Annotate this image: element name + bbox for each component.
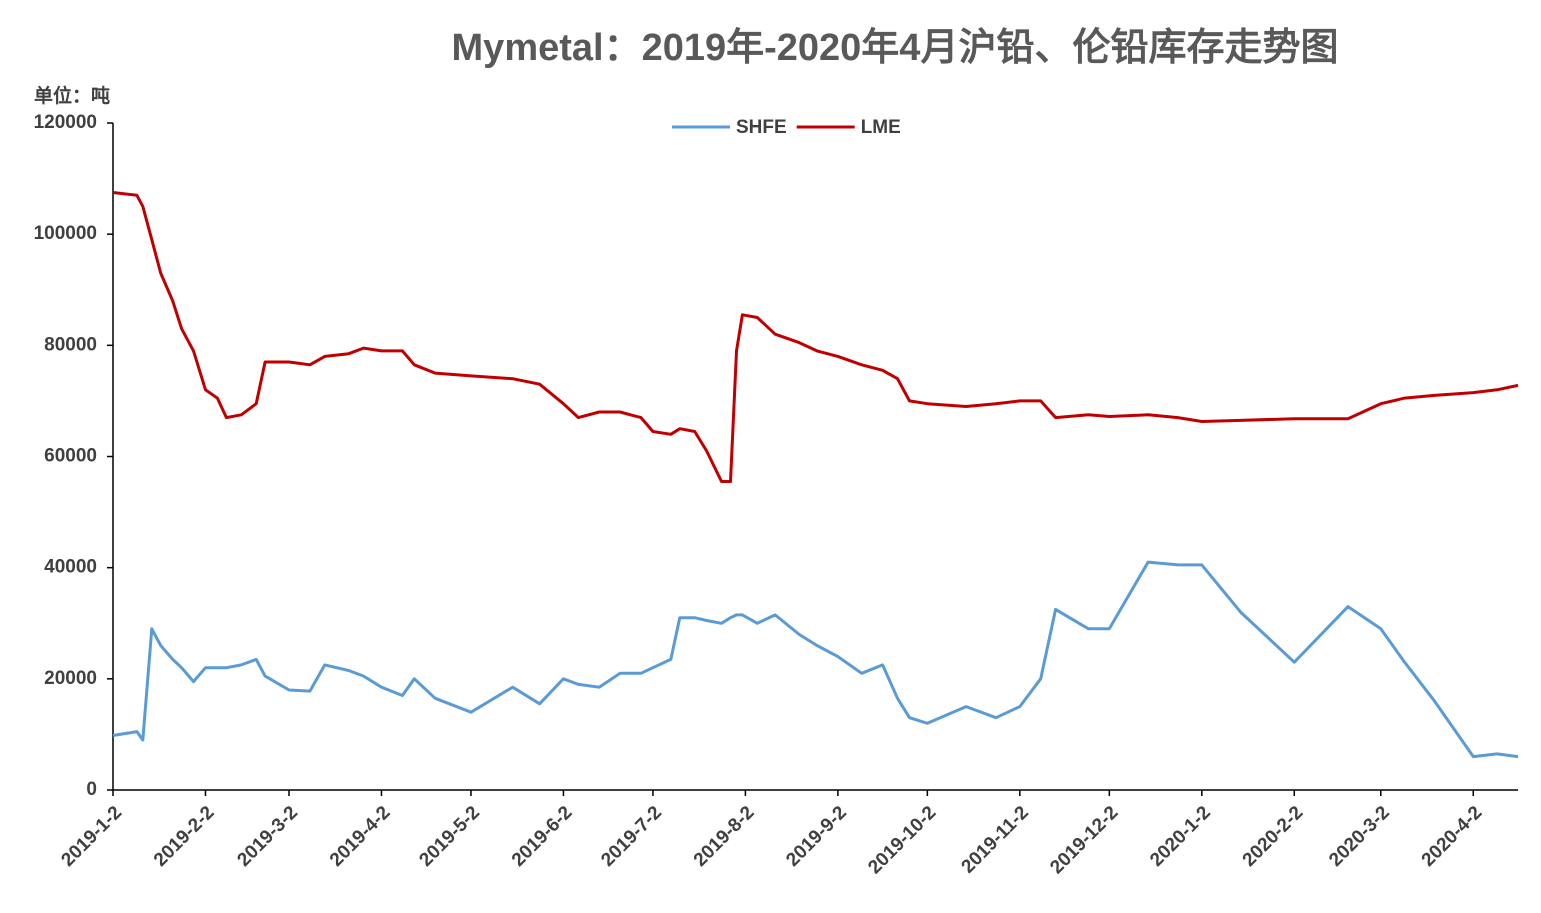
legend-label: SHFE xyxy=(736,117,787,138)
x-tick-label: 2020-3-2 xyxy=(1325,802,1394,871)
y-axis-label: 单位：吨 xyxy=(34,84,110,107)
y-tick-label: 120000 xyxy=(34,112,97,133)
y-tick-label: 20000 xyxy=(44,668,97,689)
x-tick-label: 2019-5-2 xyxy=(415,802,484,871)
chart-title: Mymetal：2019年-2020年4月沪铅、伦铅库存走势图 xyxy=(452,27,1339,69)
x-tick-label: 2019-10-2 xyxy=(864,802,940,878)
x-tick-label: 2020-1-2 xyxy=(1146,802,1215,871)
x-tick-label: 2019-12-2 xyxy=(1046,802,1122,878)
x-tick-label: 2019-3-2 xyxy=(233,802,302,871)
y-tick-label: 80000 xyxy=(44,334,97,355)
x-tick-label: 2019-6-2 xyxy=(508,802,577,871)
x-tick-label: 2019-9-2 xyxy=(782,802,851,871)
data-line xyxy=(112,560,1519,759)
x-tick-label: 2019-7-2 xyxy=(597,802,666,871)
x-tick-label: 2019-1-2 xyxy=(57,802,126,871)
x-tick-label: 2019-4-2 xyxy=(326,802,395,871)
x-tick-label: 2019-11-2 xyxy=(958,802,1033,877)
y-tick-label: 60000 xyxy=(44,446,97,467)
data-line xyxy=(112,191,1519,483)
x-tick-label: 2020-2-2 xyxy=(1239,802,1308,871)
y-tick-label: 40000 xyxy=(44,557,97,578)
y-tick-label: 0 xyxy=(86,779,97,800)
x-tick-label: 2020-4-2 xyxy=(1418,802,1487,871)
y-tick-label: 100000 xyxy=(34,223,97,244)
x-tick-label: 2019-2-2 xyxy=(150,802,219,871)
x-tick-label: 2019-8-2 xyxy=(690,802,759,871)
legend-label: LME xyxy=(861,117,901,138)
